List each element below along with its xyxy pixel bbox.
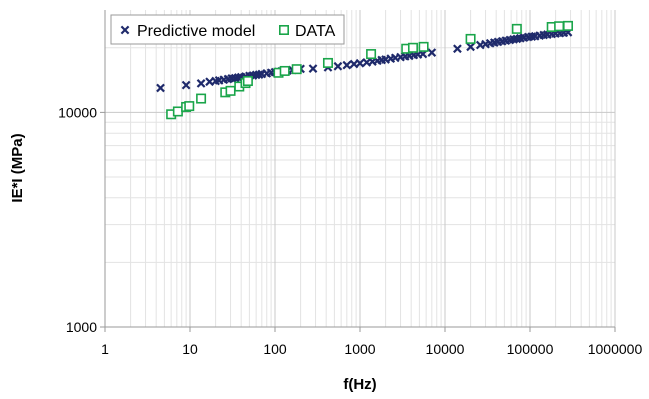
- legend-marker-data: [278, 24, 289, 35]
- x-axis-title: f(Hz): [343, 376, 376, 393]
- y-tick-labels: 1000 10000: [58, 104, 105, 335]
- legend-label-predictive-model: Predictive model: [137, 23, 255, 40]
- data-point: [418, 41, 429, 52]
- minor-gridlines: [105, 10, 615, 327]
- data-point: [172, 106, 183, 117]
- legend-box: [110, 14, 345, 45]
- data-point: [291, 64, 302, 75]
- data-point: [279, 65, 290, 76]
- data-point: [366, 49, 377, 60]
- x-tick-label: 10000: [426, 341, 465, 357]
- data-point: [453, 44, 462, 54]
- data-point: [465, 33, 476, 44]
- data-point: [242, 76, 253, 87]
- series-layer: [156, 20, 574, 120]
- data-point: [563, 20, 574, 31]
- series-data: [166, 20, 574, 120]
- y-axis-title: IE*I (MPa): [9, 133, 26, 202]
- data-point: [196, 93, 207, 104]
- legend-label-data: DATA: [295, 23, 336, 40]
- data-point: [511, 23, 522, 34]
- y-tick-label: 1000: [66, 319, 97, 335]
- data-point: [196, 79, 206, 88]
- legend-marker-x: [120, 25, 130, 35]
- x-tick-labels: 1 10 100 1000 10000 100000 1000000: [101, 327, 642, 357]
- legend: Predictive model DATA: [110, 14, 345, 45]
- legend-marker-predictive-model: [120, 25, 130, 35]
- legend-marker-square: [278, 24, 289, 35]
- data-point: [355, 58, 365, 68]
- data-point: [427, 48, 437, 57]
- data-point: [466, 42, 475, 52]
- data-point: [181, 80, 191, 90]
- x-tick-label: 100: [263, 341, 287, 357]
- data-point: [554, 21, 565, 32]
- x-tick-label: 1000: [344, 341, 375, 357]
- data-point: [333, 61, 343, 71]
- data-point: [322, 57, 333, 68]
- x-tick-label: 1: [101, 341, 109, 357]
- data-point: [407, 42, 418, 53]
- data-point: [308, 64, 318, 73]
- data-point: [225, 85, 236, 96]
- data-point: [184, 101, 195, 112]
- y-tick-label: 10000: [58, 104, 97, 120]
- x-tick-label: 100000: [507, 341, 554, 357]
- data-point: [342, 60, 352, 70]
- x-tick-label: 10: [182, 341, 198, 357]
- x-tick-label: 1000000: [588, 341, 643, 357]
- data-point: [156, 83, 165, 93]
